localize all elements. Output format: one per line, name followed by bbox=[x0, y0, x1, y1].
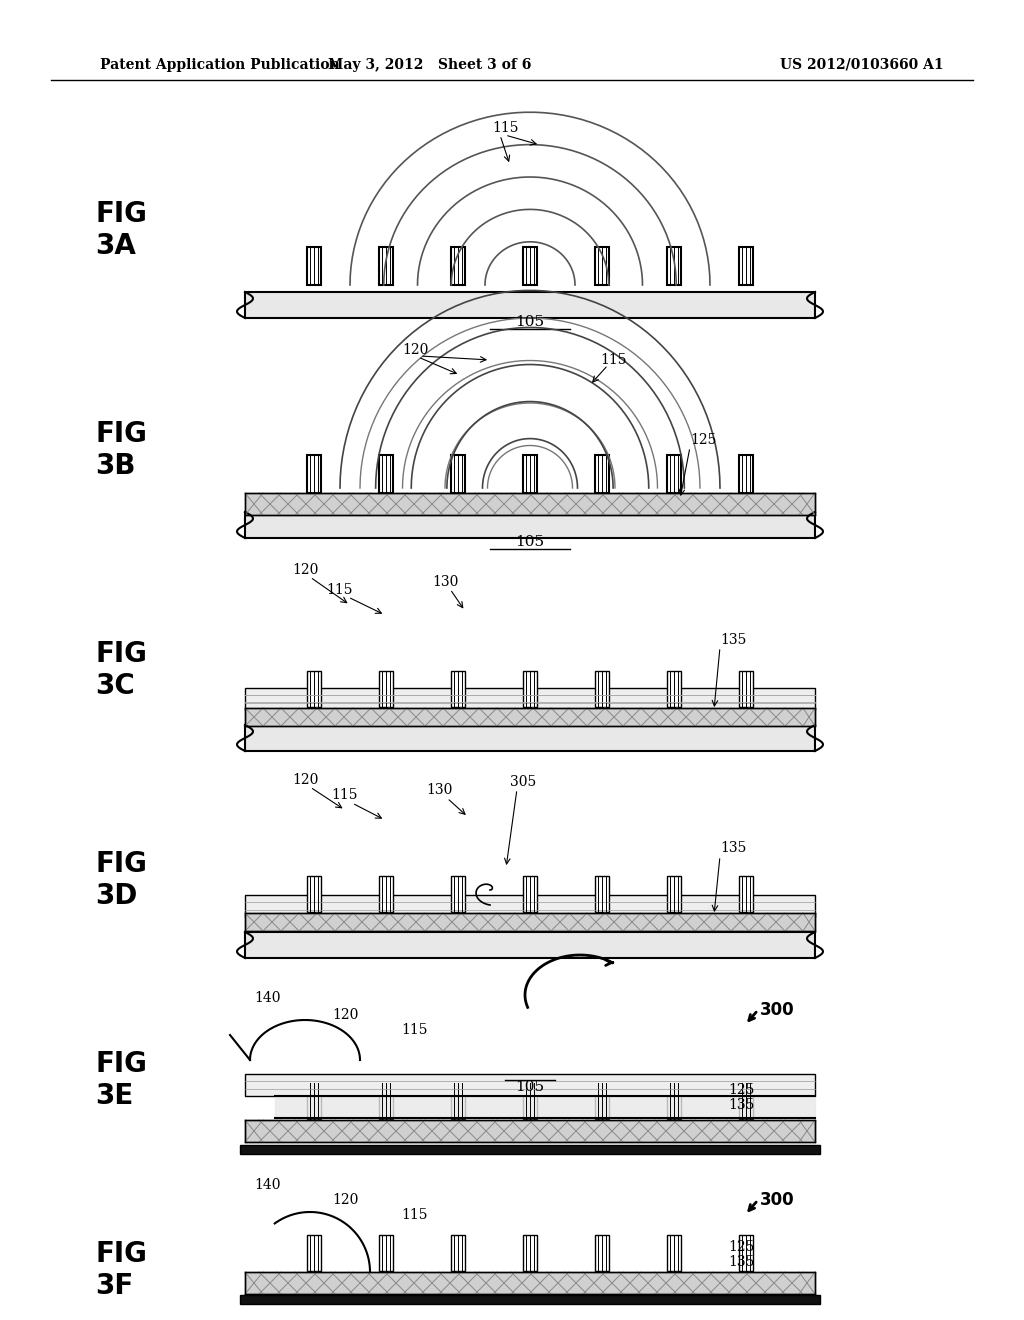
Polygon shape bbox=[523, 876, 537, 912]
Polygon shape bbox=[379, 671, 393, 708]
Polygon shape bbox=[595, 455, 609, 492]
Text: FIG
3A: FIG 3A bbox=[95, 201, 146, 260]
Polygon shape bbox=[307, 671, 321, 708]
Text: 135: 135 bbox=[728, 1255, 755, 1269]
Text: 105: 105 bbox=[515, 1080, 545, 1094]
Polygon shape bbox=[379, 1236, 393, 1271]
Polygon shape bbox=[667, 455, 681, 492]
Polygon shape bbox=[245, 708, 815, 726]
Polygon shape bbox=[307, 876, 321, 912]
Polygon shape bbox=[451, 455, 465, 492]
Polygon shape bbox=[595, 1236, 609, 1271]
Text: FIG
3C: FIG 3C bbox=[95, 640, 146, 701]
Polygon shape bbox=[667, 671, 681, 708]
Text: US 2012/0103660 A1: US 2012/0103660 A1 bbox=[780, 58, 944, 73]
Text: 300: 300 bbox=[760, 1191, 795, 1209]
Polygon shape bbox=[595, 876, 609, 912]
Polygon shape bbox=[739, 876, 753, 912]
Polygon shape bbox=[739, 1082, 753, 1119]
Polygon shape bbox=[523, 247, 537, 285]
Polygon shape bbox=[379, 1082, 393, 1119]
Polygon shape bbox=[245, 895, 815, 917]
Polygon shape bbox=[307, 1082, 321, 1119]
Text: Patent Application Publication: Patent Application Publication bbox=[100, 58, 340, 73]
Text: 105: 105 bbox=[515, 535, 545, 549]
Text: 125: 125 bbox=[728, 1239, 755, 1254]
Text: 105: 105 bbox=[515, 315, 545, 329]
Polygon shape bbox=[523, 1082, 537, 1119]
Polygon shape bbox=[379, 876, 393, 912]
Polygon shape bbox=[667, 247, 681, 285]
Text: 120: 120 bbox=[332, 1008, 358, 1022]
Polygon shape bbox=[523, 671, 537, 708]
Text: 120: 120 bbox=[332, 1193, 358, 1206]
Polygon shape bbox=[739, 1236, 753, 1271]
Polygon shape bbox=[245, 688, 815, 710]
Text: 120: 120 bbox=[401, 343, 428, 356]
Polygon shape bbox=[245, 1074, 815, 1096]
Text: May 3, 2012   Sheet 3 of 6: May 3, 2012 Sheet 3 of 6 bbox=[329, 58, 531, 73]
Polygon shape bbox=[245, 512, 815, 539]
Polygon shape bbox=[667, 1082, 681, 1119]
Polygon shape bbox=[245, 1272, 815, 1294]
Polygon shape bbox=[379, 455, 393, 492]
Text: FIG
3B: FIG 3B bbox=[95, 420, 146, 480]
Text: 115: 115 bbox=[600, 352, 627, 367]
Text: 305: 305 bbox=[510, 775, 537, 789]
Polygon shape bbox=[595, 671, 609, 708]
Text: 300: 300 bbox=[760, 1001, 795, 1019]
Text: 115: 115 bbox=[401, 1208, 428, 1222]
Polygon shape bbox=[595, 1082, 609, 1119]
Text: 130: 130 bbox=[432, 576, 458, 589]
Polygon shape bbox=[451, 247, 465, 285]
Polygon shape bbox=[245, 492, 815, 515]
Polygon shape bbox=[240, 1295, 820, 1304]
Text: 130: 130 bbox=[427, 783, 454, 797]
Polygon shape bbox=[240, 1144, 820, 1154]
Polygon shape bbox=[667, 876, 681, 912]
Text: 120: 120 bbox=[292, 774, 318, 787]
Polygon shape bbox=[307, 455, 321, 492]
Polygon shape bbox=[451, 1236, 465, 1271]
Text: FIG
3D: FIG 3D bbox=[95, 850, 146, 911]
Text: 135: 135 bbox=[728, 1098, 755, 1111]
Text: 115: 115 bbox=[492, 121, 518, 135]
Polygon shape bbox=[523, 1236, 537, 1271]
Text: FIG
3F: FIG 3F bbox=[95, 1239, 146, 1300]
Text: 125: 125 bbox=[690, 433, 717, 447]
Polygon shape bbox=[739, 455, 753, 492]
Polygon shape bbox=[245, 1119, 815, 1142]
Polygon shape bbox=[245, 292, 815, 318]
Polygon shape bbox=[379, 247, 393, 285]
Polygon shape bbox=[245, 932, 815, 958]
Text: FIG
3E: FIG 3E bbox=[95, 1049, 146, 1110]
Text: 140: 140 bbox=[255, 1177, 282, 1192]
Polygon shape bbox=[451, 1082, 465, 1119]
Text: 115: 115 bbox=[327, 583, 353, 597]
Polygon shape bbox=[307, 1236, 321, 1271]
Polygon shape bbox=[595, 247, 609, 285]
Polygon shape bbox=[451, 876, 465, 912]
Polygon shape bbox=[245, 725, 815, 751]
Polygon shape bbox=[739, 671, 753, 708]
Polygon shape bbox=[667, 1236, 681, 1271]
Text: 125: 125 bbox=[728, 1082, 755, 1097]
Text: 135: 135 bbox=[720, 634, 746, 647]
Text: 120: 120 bbox=[292, 564, 318, 577]
Text: 115: 115 bbox=[401, 1023, 428, 1038]
Text: 115: 115 bbox=[332, 788, 358, 803]
Text: 140: 140 bbox=[255, 991, 282, 1005]
Polygon shape bbox=[739, 247, 753, 285]
Polygon shape bbox=[523, 455, 537, 492]
Polygon shape bbox=[307, 247, 321, 285]
Text: 135: 135 bbox=[720, 841, 746, 855]
Polygon shape bbox=[245, 913, 815, 931]
Polygon shape bbox=[451, 671, 465, 708]
